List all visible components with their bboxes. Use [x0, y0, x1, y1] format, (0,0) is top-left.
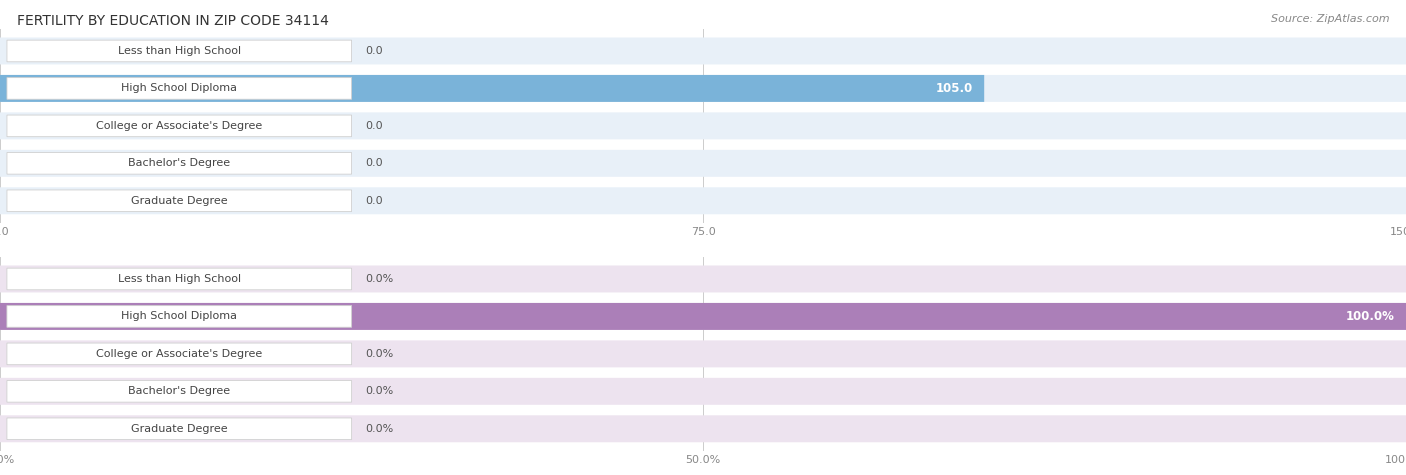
FancyBboxPatch shape	[0, 266, 1406, 293]
Text: 0.0%: 0.0%	[366, 424, 394, 434]
FancyBboxPatch shape	[7, 152, 351, 174]
FancyBboxPatch shape	[0, 75, 984, 102]
Text: 0.0%: 0.0%	[366, 274, 394, 284]
Text: 0.0: 0.0	[366, 46, 384, 56]
Text: Less than High School: Less than High School	[118, 274, 240, 284]
FancyBboxPatch shape	[0, 378, 1406, 405]
Text: 100.0%: 100.0%	[1346, 310, 1395, 323]
Text: 0.0%: 0.0%	[366, 349, 394, 359]
Text: High School Diploma: High School Diploma	[121, 84, 238, 94]
FancyBboxPatch shape	[7, 380, 351, 402]
FancyBboxPatch shape	[7, 418, 351, 439]
FancyBboxPatch shape	[7, 343, 351, 365]
Text: 0.0: 0.0	[366, 196, 384, 206]
FancyBboxPatch shape	[7, 305, 351, 327]
Text: FERTILITY BY EDUCATION IN ZIP CODE 34114: FERTILITY BY EDUCATION IN ZIP CODE 34114	[17, 14, 329, 28]
FancyBboxPatch shape	[7, 77, 351, 99]
Text: High School Diploma: High School Diploma	[121, 312, 238, 322]
FancyBboxPatch shape	[0, 150, 1406, 177]
FancyBboxPatch shape	[7, 268, 351, 290]
FancyBboxPatch shape	[0, 75, 1406, 102]
Text: College or Associate's Degree: College or Associate's Degree	[96, 121, 263, 131]
Text: 105.0: 105.0	[936, 82, 973, 95]
FancyBboxPatch shape	[0, 113, 1406, 139]
Text: Graduate Degree: Graduate Degree	[131, 424, 228, 434]
FancyBboxPatch shape	[7, 115, 351, 137]
FancyBboxPatch shape	[0, 187, 1406, 214]
FancyBboxPatch shape	[0, 38, 1406, 65]
FancyBboxPatch shape	[0, 303, 1406, 330]
Text: Source: ZipAtlas.com: Source: ZipAtlas.com	[1271, 14, 1389, 24]
FancyBboxPatch shape	[7, 40, 351, 62]
Text: Bachelor's Degree: Bachelor's Degree	[128, 158, 231, 168]
Text: College or Associate's Degree: College or Associate's Degree	[96, 349, 263, 359]
FancyBboxPatch shape	[0, 303, 1406, 330]
Text: Bachelor's Degree: Bachelor's Degree	[128, 386, 231, 396]
FancyBboxPatch shape	[0, 415, 1406, 442]
FancyBboxPatch shape	[0, 341, 1406, 367]
Text: Graduate Degree: Graduate Degree	[131, 196, 228, 206]
Text: 0.0: 0.0	[366, 158, 384, 168]
Text: 0.0%: 0.0%	[366, 386, 394, 396]
Text: Less than High School: Less than High School	[118, 46, 240, 56]
Text: 0.0: 0.0	[366, 121, 384, 131]
FancyBboxPatch shape	[7, 190, 351, 211]
